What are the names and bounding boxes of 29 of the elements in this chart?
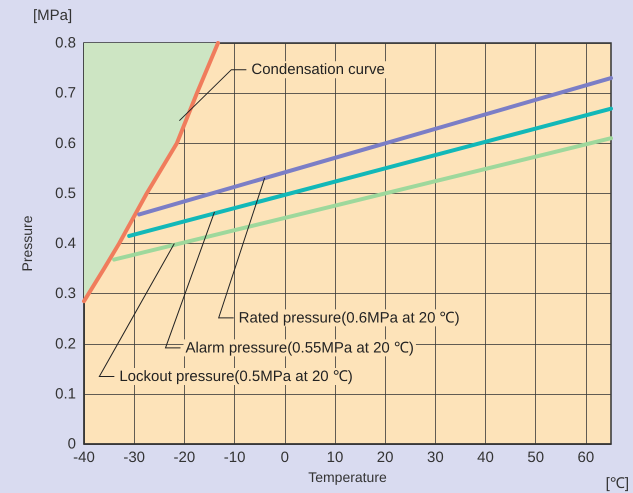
- y-tick-label: 0.8: [55, 34, 76, 52]
- x-tick-label: 10: [326, 449, 344, 466]
- y-tick-label: 0: [68, 436, 76, 452]
- text: [℃]: [606, 475, 630, 492]
- x-tick-label: 40: [477, 449, 494, 466]
- y-tick-label: 0.6: [55, 134, 76, 152]
- annotation: Condensation curve: [251, 61, 385, 78]
- y-tick-label: 0.1: [55, 385, 76, 402]
- x-tick-label: 30: [426, 449, 444, 466]
- x-tick-label: 60: [578, 449, 594, 466]
- line-series: [82, 41, 220, 304]
- x-tick-label: 0: [280, 449, 289, 466]
- x-tick-label: -30: [123, 449, 146, 466]
- annotation: Lockout pressure(0.5MPa at 20 ℃): [119, 368, 353, 385]
- x-tick-label: -10: [224, 449, 246, 466]
- y-axis-title: Pressure: [19, 215, 35, 272]
- annotation: Alarm pressure(0.55MPa at 20 ℃): [185, 339, 414, 356]
- annotation: Rated pressure(0.6MPa at 20 ℃): [238, 309, 460, 326]
- x-tick-label: 20: [376, 449, 394, 466]
- text: [MPa]: [33, 7, 72, 24]
- x-tick-label: -40: [73, 449, 95, 466]
- y-tick-label: 0.2: [55, 335, 76, 352]
- x-axis-title: Temperature: [308, 469, 388, 485]
- x-tick-label: 50: [527, 449, 544, 466]
- x-tick-label: -20: [174, 449, 196, 466]
- y-tick-label: 0.5: [55, 184, 76, 202]
- y-tick-label: 0.7: [55, 84, 76, 102]
- y-tick-label: 0.3: [55, 285, 76, 302]
- y-tick-label: 0.4: [55, 235, 76, 252]
